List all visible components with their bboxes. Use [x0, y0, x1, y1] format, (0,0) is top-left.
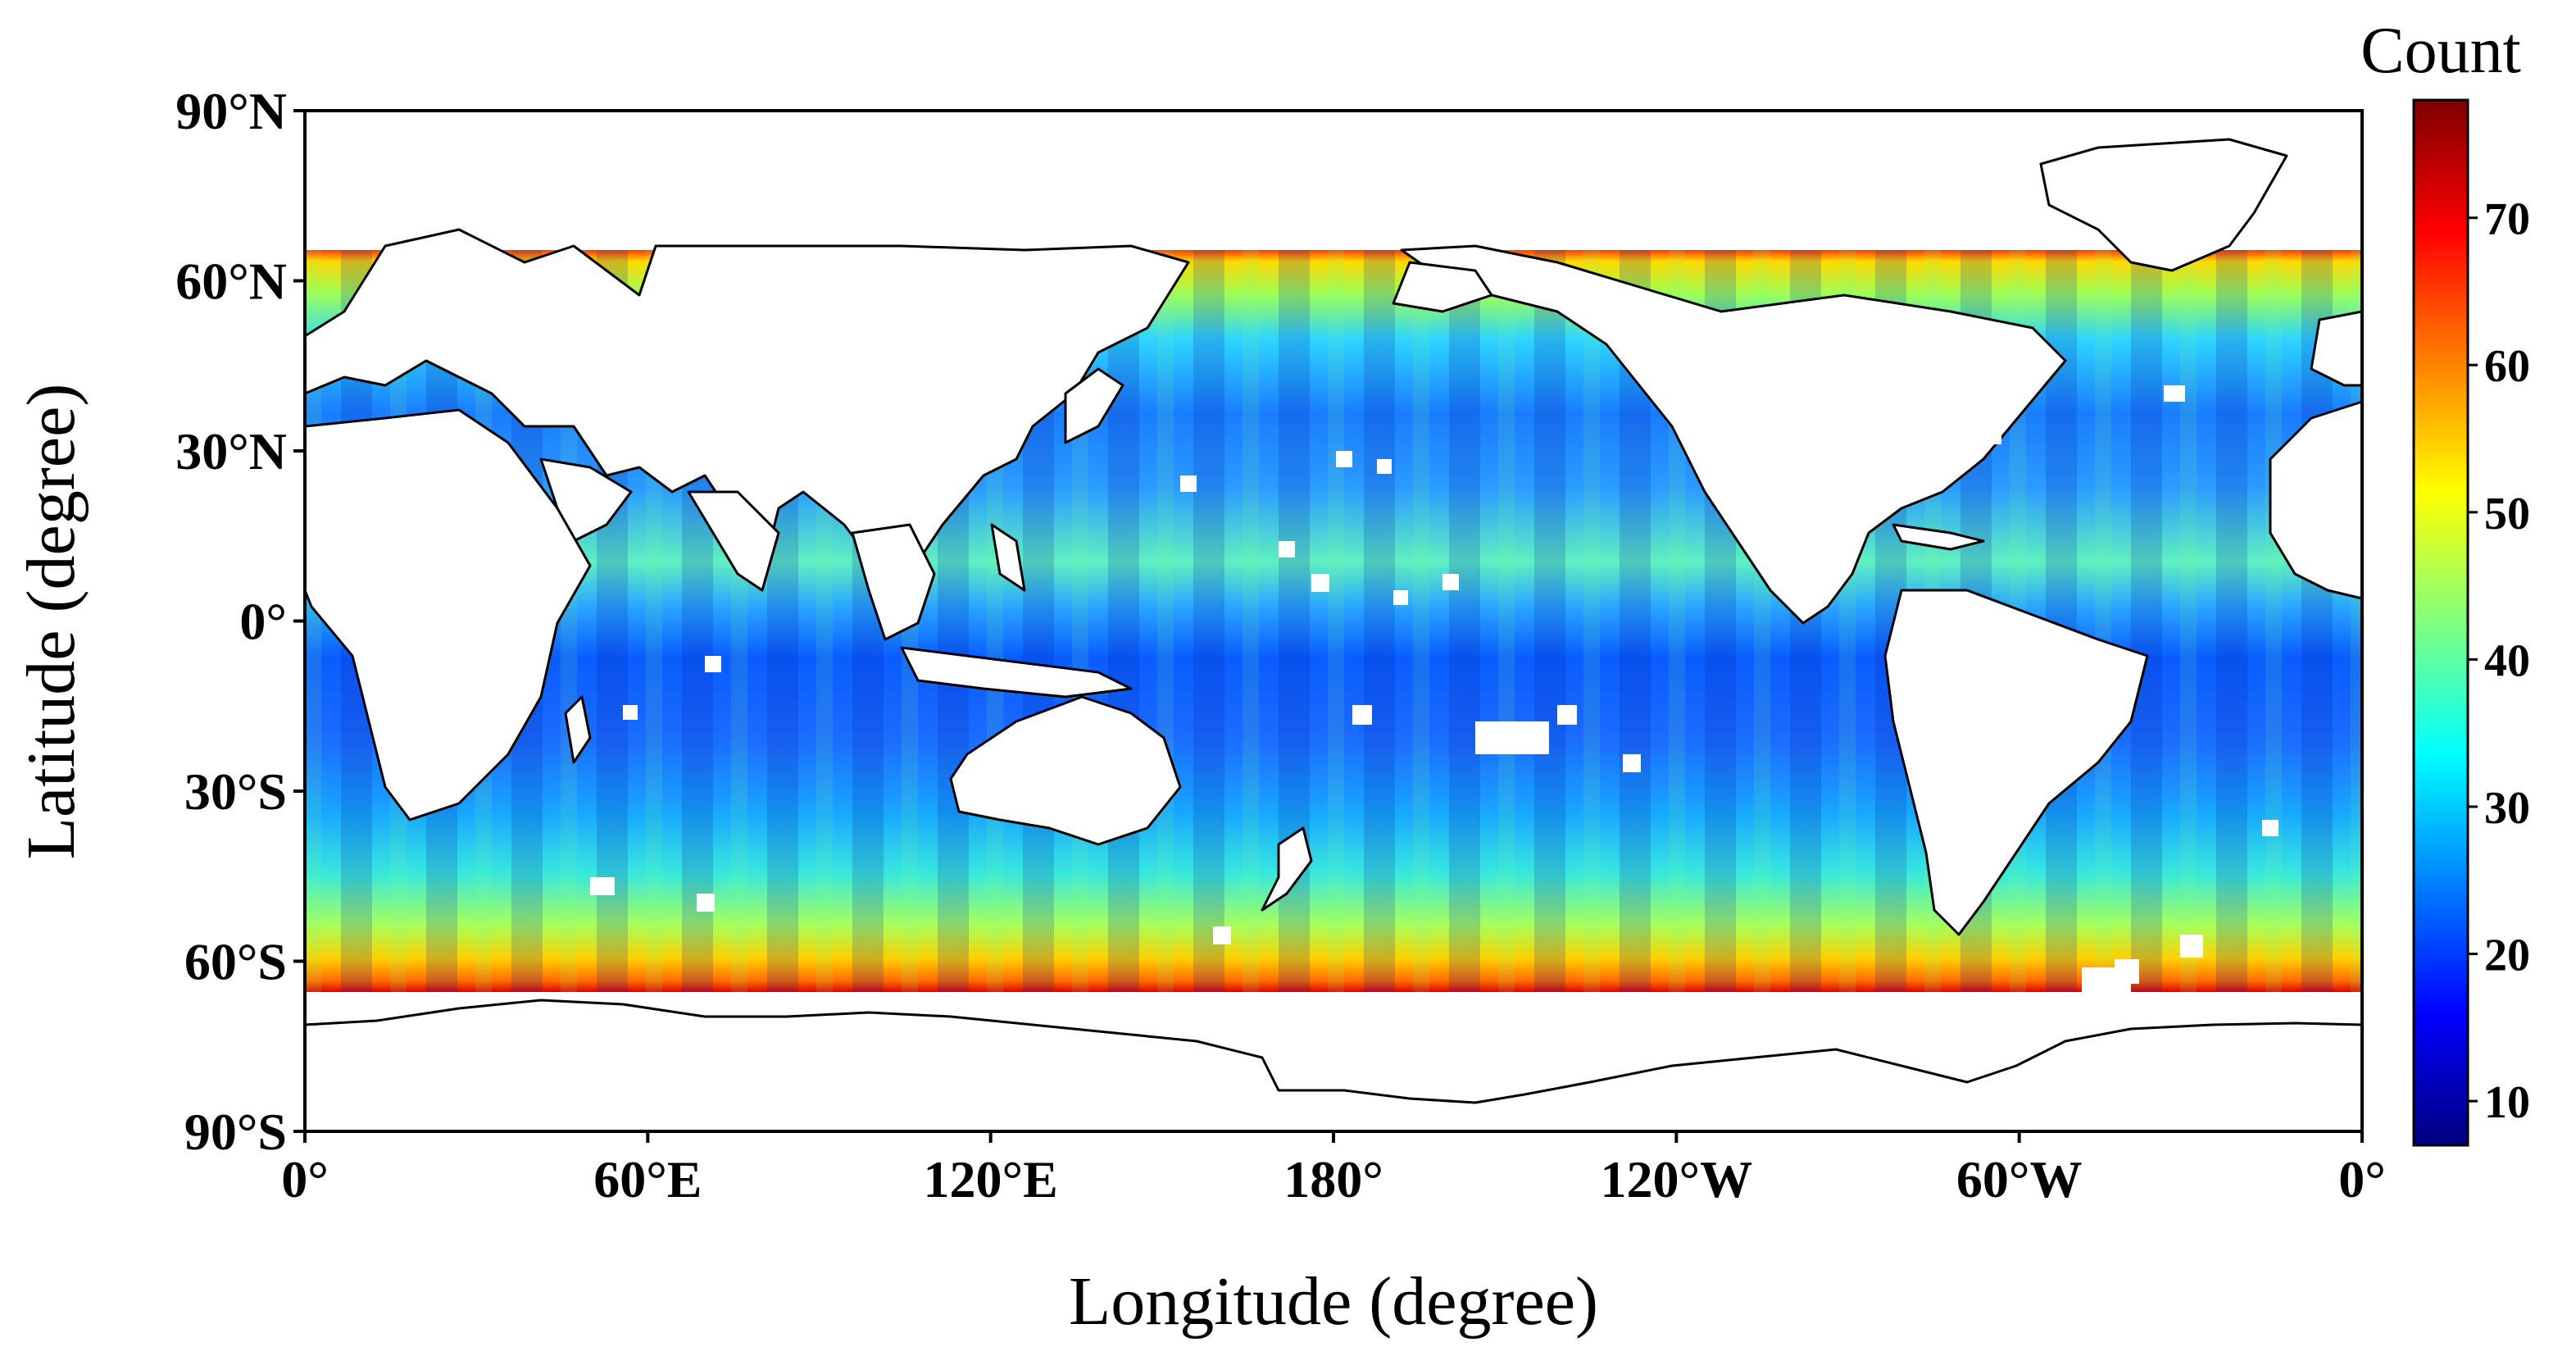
- madagascar: [564, 695, 592, 764]
- colorbar-gradient: [2412, 98, 2469, 1147]
- colorbar-tick-label: 40: [2484, 635, 2530, 686]
- greenland: [2039, 138, 2288, 272]
- caribbean: [1892, 523, 1985, 551]
- alaska: [1392, 261, 1493, 313]
- north-america: [1400, 244, 2067, 625]
- colorbar-tick-label: 20: [2484, 930, 2530, 981]
- colorbar-tick-label: 10: [2484, 1077, 2530, 1128]
- y-tick-label: 30°N: [175, 422, 287, 480]
- colorbar: Count 10 20 30 40 50 60 70: [2360, 15, 2530, 1147]
- colorbar-tick-label: 50: [2484, 489, 2530, 539]
- south-america: [1883, 589, 2149, 936]
- y-ticks: 90°N 60°N 30°N 0° 30°S 60°S 90°S: [175, 82, 305, 1161]
- y-tick-label: 90°N: [175, 82, 287, 140]
- new-zealand: [1261, 826, 1313, 912]
- philippines: [990, 523, 1026, 592]
- y-tick-label: 60°N: [175, 253, 287, 311]
- colorbar-tick-label: 60: [2484, 341, 2530, 392]
- eurasia: [303, 228, 1190, 576]
- colorbar-tick-label: 30: [2484, 783, 2530, 834]
- x-ticks: 0° 60°E 120°E 180° 120°W 60°W 0°: [281, 1131, 2386, 1208]
- x-tick-label: 60°W: [1956, 1150, 2083, 1208]
- india: [687, 490, 780, 592]
- x-tick-label: 0°: [2338, 1150, 2386, 1208]
- y-axis-title: Latitude (degree): [13, 384, 89, 860]
- y-tick-label: 0°: [239, 593, 287, 651]
- y-tick-label: 90°S: [184, 1103, 287, 1161]
- y-tick-label: 60°S: [184, 933, 287, 991]
- landmasses: [303, 111, 2364, 1133]
- africa: [303, 408, 592, 821]
- y-tick-label: 30°S: [184, 762, 287, 821]
- australia: [949, 695, 1182, 846]
- x-axis-title: Longitude (degree): [1069, 1263, 1598, 1340]
- colorbar-tick-label: 70: [2484, 194, 2530, 245]
- southeast-asia: [851, 523, 936, 641]
- indonesia: [900, 646, 1133, 698]
- antarctica: [303, 999, 2364, 1133]
- japan: [1064, 367, 1124, 444]
- x-tick-label: 0°: [281, 1150, 329, 1208]
- west-africa-right: [2269, 400, 2364, 600]
- colorbar-title: Count: [2360, 15, 2521, 87]
- x-tick-label: 60°E: [593, 1150, 702, 1208]
- colorbar-ticks: 10 20 30 40 50 60 70: [2468, 194, 2530, 1128]
- x-tick-label: 120°E: [924, 1150, 1058, 1208]
- x-tick-label: 120°W: [1601, 1150, 1753, 1208]
- arctic-region: [305, 111, 2362, 250]
- x-tick-label: 180°: [1283, 1150, 1383, 1208]
- no-data-patches: [590, 385, 2278, 1000]
